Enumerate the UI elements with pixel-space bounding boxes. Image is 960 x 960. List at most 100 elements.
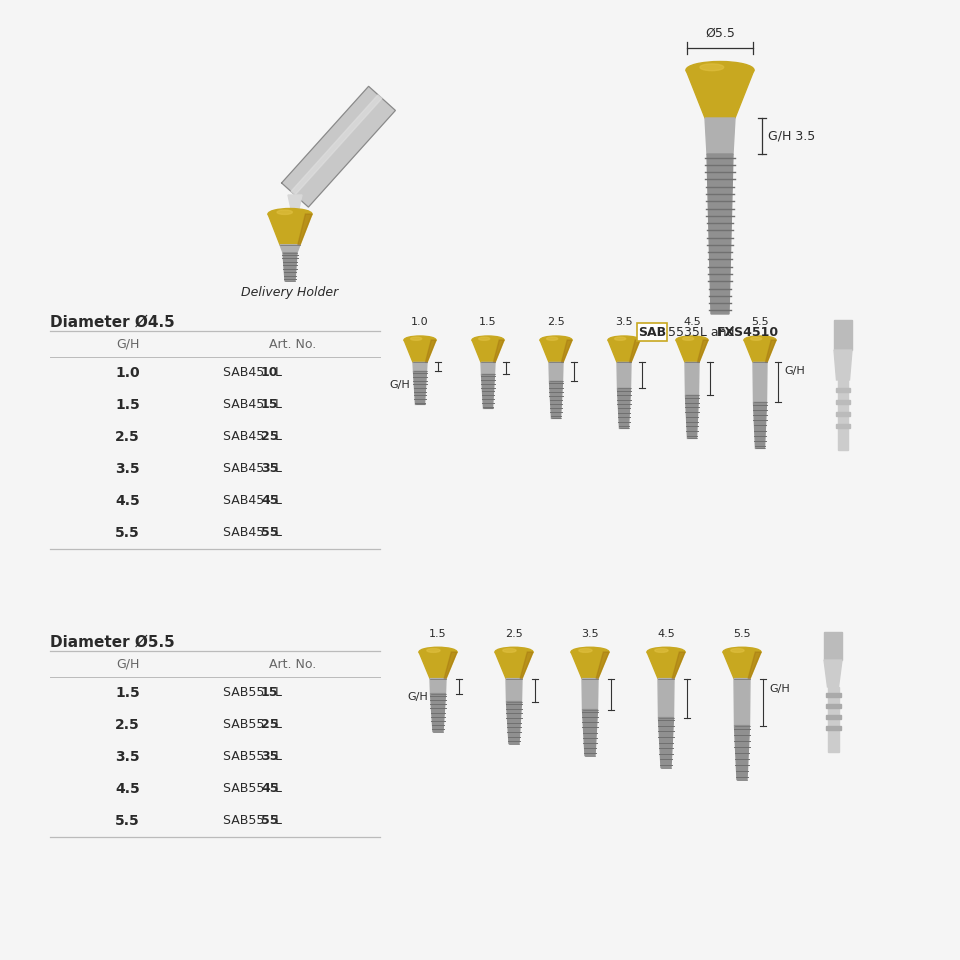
Text: L: L bbox=[275, 494, 282, 508]
Text: G/H: G/H bbox=[407, 692, 428, 702]
Ellipse shape bbox=[579, 649, 592, 653]
Polygon shape bbox=[836, 424, 850, 428]
Ellipse shape bbox=[404, 336, 436, 344]
Polygon shape bbox=[549, 362, 563, 381]
Text: Art. No.: Art. No. bbox=[269, 338, 316, 350]
Text: 1.5: 1.5 bbox=[429, 629, 446, 639]
Polygon shape bbox=[291, 95, 382, 195]
Ellipse shape bbox=[495, 647, 533, 657]
Text: 25: 25 bbox=[261, 430, 278, 444]
Text: L: L bbox=[275, 751, 282, 763]
Text: Diameter Ø5.5: Diameter Ø5.5 bbox=[50, 635, 175, 650]
Ellipse shape bbox=[472, 336, 504, 344]
Text: L: L bbox=[275, 526, 282, 540]
Polygon shape bbox=[617, 389, 631, 428]
Polygon shape bbox=[520, 652, 533, 679]
Text: SAB55: SAB55 bbox=[223, 782, 269, 796]
Text: 35: 35 bbox=[261, 463, 278, 475]
Text: 10: 10 bbox=[261, 367, 278, 379]
Text: 45: 45 bbox=[261, 494, 278, 508]
Polygon shape bbox=[283, 252, 297, 280]
Polygon shape bbox=[836, 400, 850, 404]
Ellipse shape bbox=[277, 210, 293, 214]
Text: 1.0: 1.0 bbox=[115, 366, 140, 380]
Text: 15: 15 bbox=[261, 686, 278, 700]
Ellipse shape bbox=[744, 336, 776, 344]
Text: 45: 45 bbox=[261, 782, 278, 796]
Polygon shape bbox=[697, 340, 708, 362]
Text: 15: 15 bbox=[261, 398, 278, 412]
Text: 3.5: 3.5 bbox=[615, 317, 633, 327]
Text: 3.5: 3.5 bbox=[115, 750, 140, 764]
Polygon shape bbox=[413, 362, 427, 372]
Text: SAB55: SAB55 bbox=[223, 814, 269, 828]
Polygon shape bbox=[834, 350, 852, 380]
Polygon shape bbox=[826, 693, 841, 697]
Text: 25: 25 bbox=[261, 718, 278, 732]
Polygon shape bbox=[430, 693, 445, 732]
Text: 2.5: 2.5 bbox=[115, 718, 140, 732]
Text: G/H: G/H bbox=[389, 380, 410, 390]
Polygon shape bbox=[723, 652, 761, 679]
Polygon shape bbox=[549, 381, 563, 419]
Ellipse shape bbox=[751, 337, 762, 341]
Polygon shape bbox=[419, 652, 457, 679]
Polygon shape bbox=[754, 402, 766, 448]
Polygon shape bbox=[647, 652, 685, 679]
Polygon shape bbox=[430, 679, 446, 693]
Polygon shape bbox=[838, 380, 848, 450]
Polygon shape bbox=[824, 660, 842, 687]
Text: 55: 55 bbox=[261, 526, 278, 540]
Text: Art. No.: Art. No. bbox=[269, 658, 316, 670]
Polygon shape bbox=[836, 412, 850, 416]
Text: Delivery Holder: Delivery Holder bbox=[241, 286, 339, 299]
Text: L: L bbox=[275, 718, 282, 732]
Text: L: L bbox=[275, 463, 282, 475]
Polygon shape bbox=[582, 679, 598, 709]
Ellipse shape bbox=[268, 208, 312, 220]
Text: L: L bbox=[275, 782, 282, 796]
Ellipse shape bbox=[700, 64, 724, 71]
Polygon shape bbox=[281, 86, 396, 207]
Polygon shape bbox=[493, 340, 504, 362]
Polygon shape bbox=[507, 702, 521, 744]
Polygon shape bbox=[658, 679, 674, 718]
Ellipse shape bbox=[683, 337, 694, 341]
Polygon shape bbox=[686, 70, 754, 118]
Polygon shape bbox=[834, 320, 852, 350]
Text: Diameter Ø4.5: Diameter Ø4.5 bbox=[50, 315, 175, 330]
Ellipse shape bbox=[540, 336, 572, 344]
Text: 1.0: 1.0 bbox=[411, 317, 429, 327]
Text: FXS4510: FXS4510 bbox=[717, 325, 780, 339]
Text: SAB55: SAB55 bbox=[223, 751, 269, 763]
Polygon shape bbox=[676, 340, 708, 362]
Polygon shape bbox=[826, 726, 841, 730]
Text: 3.5: 3.5 bbox=[581, 629, 599, 639]
Text: L: L bbox=[275, 814, 282, 828]
Polygon shape bbox=[707, 154, 733, 314]
Polygon shape bbox=[826, 715, 841, 719]
Text: 1.5: 1.5 bbox=[115, 686, 140, 700]
Polygon shape bbox=[608, 340, 640, 362]
Text: 2.5: 2.5 bbox=[115, 430, 140, 444]
Polygon shape bbox=[540, 340, 572, 362]
Text: 4.5: 4.5 bbox=[115, 782, 140, 796]
Text: L: L bbox=[275, 686, 282, 700]
Polygon shape bbox=[744, 340, 776, 362]
Polygon shape bbox=[482, 374, 494, 408]
Polygon shape bbox=[617, 362, 631, 389]
Ellipse shape bbox=[686, 61, 754, 79]
Text: G/H: G/H bbox=[116, 658, 139, 670]
Text: SAB45: SAB45 bbox=[223, 526, 268, 540]
Polygon shape bbox=[826, 704, 841, 708]
Text: G/H: G/H bbox=[116, 338, 139, 350]
Ellipse shape bbox=[478, 337, 490, 341]
Polygon shape bbox=[495, 652, 533, 679]
Polygon shape bbox=[734, 726, 750, 780]
Polygon shape bbox=[705, 118, 735, 154]
Text: G/H 3.5: G/H 3.5 bbox=[768, 130, 815, 142]
Text: 5535L and: 5535L and bbox=[668, 325, 738, 339]
Ellipse shape bbox=[411, 337, 421, 341]
Text: SAB55: SAB55 bbox=[223, 718, 269, 732]
Polygon shape bbox=[672, 652, 685, 679]
